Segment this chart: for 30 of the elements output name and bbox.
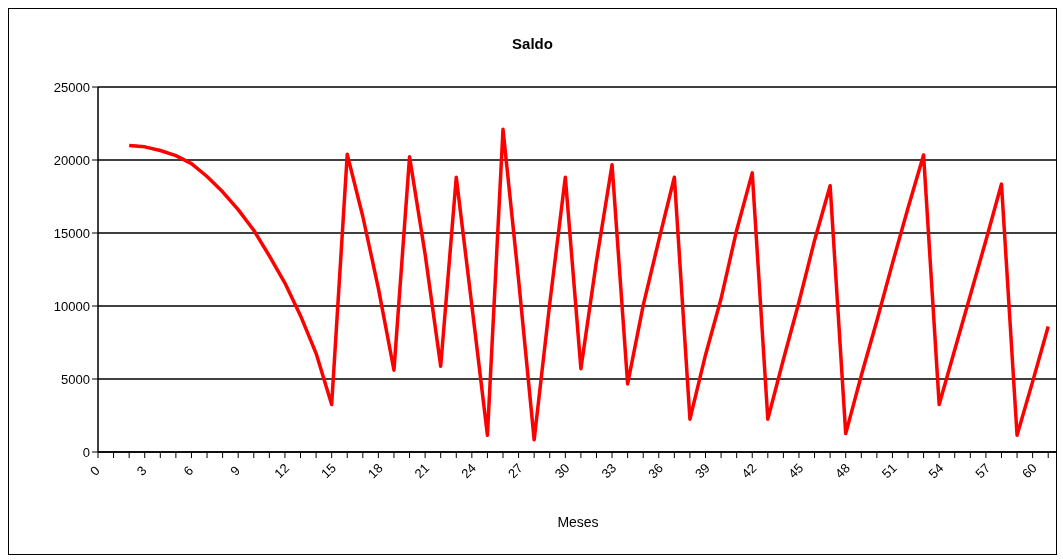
x-tick-label: 30 [551, 460, 573, 482]
y-tick-label: 10000 [53, 298, 90, 314]
x-tick-label: 39 [691, 460, 713, 482]
y-tick-label: 20000 [53, 152, 90, 168]
x-tick-label: 42 [738, 460, 760, 482]
line-series [127, 127, 1050, 442]
chart-title: Saldo [511, 35, 554, 52]
x-tick-label: 9 [227, 462, 243, 479]
x-tick-label: 21 [411, 460, 433, 482]
x-tick-label: 36 [645, 460, 667, 482]
x-tick-label: 57 [972, 460, 994, 482]
x-tick-label: 18 [364, 460, 386, 482]
x-tick-label: 45 [785, 460, 807, 482]
x-tick-label: 27 [504, 460, 526, 482]
x-tick-label: 15 [318, 460, 339, 482]
x-axis-title: Meses [556, 514, 600, 530]
y-tick-label: 25000 [53, 79, 90, 95]
y-tick-label: 15000 [53, 225, 90, 241]
x-tick-label: 3 [133, 462, 150, 479]
x-tick-label: 0 [86, 462, 103, 479]
x-tick-label: 48 [832, 460, 853, 482]
x-tick-label: 60 [1019, 460, 1040, 482]
x-tick-label: 6 [180, 462, 197, 479]
x-tick-label: 51 [878, 460, 900, 482]
x-tick-label: 54 [925, 460, 947, 482]
x-tick-label: 33 [598, 460, 620, 482]
x-tick-label: 12 [271, 460, 293, 482]
x-tick-label: 24 [458, 460, 480, 482]
y-tick-label: 0 [82, 444, 90, 460]
y-tick-label: 5000 [61, 371, 90, 387]
